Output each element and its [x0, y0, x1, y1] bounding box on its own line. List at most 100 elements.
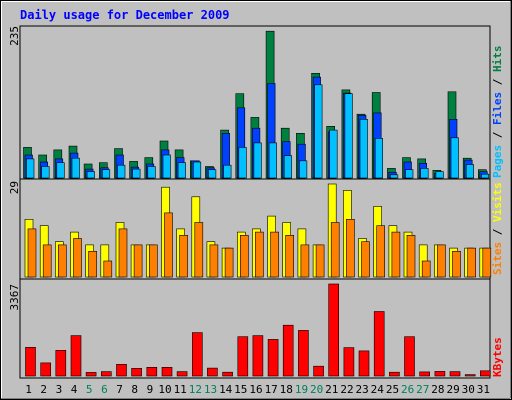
pages-bar — [223, 164, 232, 179]
visits-legend: Sites / Visits — [491, 182, 504, 275]
pages-bar — [420, 168, 429, 179]
sites-bar — [467, 247, 477, 278]
kbytes-bar — [298, 330, 309, 377]
sites-bar — [88, 251, 97, 278]
day-label: 8 — [131, 383, 138, 396]
day-label: 1 — [25, 383, 32, 396]
sites-bar — [376, 225, 386, 278]
chart-title: Daily usage for December 2009 — [20, 8, 230, 22]
kbytes-bar — [161, 366, 173, 377]
kbytes-bar — [328, 283, 340, 377]
kbytes-bar — [358, 350, 370, 377]
sites-bar — [285, 235, 295, 278]
day-label: 29 — [446, 383, 459, 396]
day-label: 7 — [116, 383, 123, 396]
sites-bar — [482, 247, 492, 278]
sites-bar — [27, 228, 37, 278]
legend-sites: Sites — [491, 242, 504, 275]
day-label: 14 — [219, 383, 233, 396]
kbytes-bar — [146, 366, 158, 377]
kbytes-bar — [343, 347, 355, 377]
kbytes-bar — [419, 371, 431, 377]
legend-sep-1: / — [491, 125, 504, 145]
day-axis-labels: 1 2 3 4 5 6 7 8 9 10 11 12 13 14 15 16 17 18 19 20 21 22 23 24 2… — [25, 383, 490, 396]
kbytes-bar — [101, 371, 112, 377]
sites-bar — [224, 247, 234, 278]
kbytes-bar — [207, 367, 218, 377]
pages-bar — [162, 154, 171, 179]
pages-bar — [329, 129, 338, 179]
pages-bar — [117, 164, 126, 179]
day-label: 5 — [86, 383, 93, 396]
sites-bar — [240, 235, 249, 278]
sites-bar — [346, 219, 355, 278]
kbytes-bar — [282, 324, 294, 377]
kbytes-bar — [25, 346, 36, 377]
pages-bar — [132, 168, 141, 179]
pages-bar — [314, 84, 323, 179]
day-label: 10 — [158, 383, 171, 396]
visits-bars — [24, 183, 492, 278]
pages-bar — [177, 162, 186, 179]
sites-bar — [270, 231, 279, 278]
day-label: 26 — [401, 383, 414, 396]
pages-bar — [405, 169, 414, 179]
pages-bar — [208, 169, 217, 179]
kbytes-bar — [176, 371, 188, 377]
pages-bar — [283, 155, 293, 179]
pages-bar — [344, 93, 353, 179]
pages-bar — [450, 137, 459, 179]
kbytes-bar — [222, 371, 233, 377]
sites-bar — [437, 244, 446, 278]
sites-bar — [315, 244, 325, 278]
kbytes-bar — [389, 371, 400, 377]
pages-bar — [71, 157, 80, 179]
sites-bar — [209, 244, 219, 278]
kbytes-bar — [252, 335, 264, 377]
pages-bar — [238, 147, 247, 179]
day-label: 18 — [280, 383, 293, 396]
sites-bar — [103, 260, 113, 278]
day-label: 13 — [204, 383, 217, 396]
day-label: 20 — [310, 383, 323, 396]
sites-bar — [179, 235, 188, 278]
pages-bar — [465, 164, 475, 179]
legend-files: Files — [491, 92, 504, 125]
day-label: 3 — [56, 383, 63, 396]
sites-bar — [73, 238, 82, 278]
kbytes-bars — [25, 283, 491, 377]
pages-bar — [374, 138, 384, 179]
day-label: 11 — [174, 383, 187, 396]
day-label: 17 — [265, 383, 278, 396]
day-label: 4 — [71, 383, 78, 396]
day-label: 9 — [147, 383, 154, 396]
kbytes-bar — [237, 336, 249, 377]
kbytes-panel: 3367 KBytes — [8, 278, 504, 379]
pages-bar — [56, 162, 65, 179]
pages-bar — [299, 160, 308, 179]
kbytes-bar — [479, 370, 491, 377]
kbytes-ymax-label: 3367 — [8, 284, 21, 311]
pages-bar — [86, 171, 95, 179]
legend-sep-3: / — [491, 222, 504, 242]
kbytes-bar — [373, 311, 385, 377]
day-label: 6 — [101, 383, 108, 396]
sites-bar — [330, 222, 340, 278]
sites-bar — [300, 244, 310, 278]
day-label: 28 — [431, 383, 444, 396]
legend-hits: Hits — [491, 46, 504, 73]
day-label: 27 — [416, 383, 429, 396]
sites-bar — [194, 222, 204, 278]
kbytes-bar — [192, 332, 203, 377]
legend-sep-2: / — [491, 72, 504, 92]
hits-ymax-label: 235 — [8, 26, 21, 46]
sites-bar — [164, 212, 173, 278]
pages-bar — [102, 169, 111, 179]
hits-legend: Pages / Files / Hits — [491, 46, 504, 179]
sites-bar — [452, 251, 461, 278]
pages-bar — [41, 166, 50, 179]
day-label: 23 — [355, 383, 368, 396]
legend-kbytes: KBytes — [491, 337, 504, 377]
pages-bar — [268, 142, 277, 179]
